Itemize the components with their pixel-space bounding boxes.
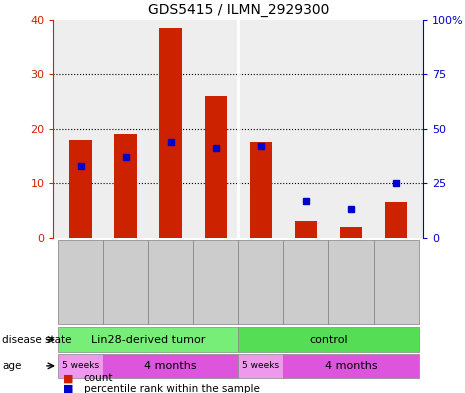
Bar: [159, 28, 182, 238]
Text: age: age: [2, 361, 22, 371]
Text: 5 weeks: 5 weeks: [242, 362, 279, 370]
Text: 5 weeks: 5 weeks: [62, 362, 99, 370]
Bar: [295, 221, 317, 238]
Text: 4 months: 4 months: [144, 361, 197, 371]
Bar: [69, 140, 92, 238]
Bar: [250, 142, 272, 238]
Title: GDS5415 / ILMN_2929300: GDS5415 / ILMN_2929300: [147, 3, 329, 17]
Bar: [205, 96, 227, 238]
Text: count: count: [84, 373, 113, 384]
Bar: [340, 227, 362, 238]
Text: disease state: disease state: [2, 334, 72, 345]
Text: 4 months: 4 months: [325, 361, 377, 371]
Text: ■: ■: [63, 373, 73, 384]
Bar: [114, 134, 137, 238]
Text: Lin28-derived tumor: Lin28-derived tumor: [91, 334, 206, 345]
Text: control: control: [309, 334, 348, 345]
Text: ■: ■: [63, 384, 73, 393]
Text: percentile rank within the sample: percentile rank within the sample: [84, 384, 259, 393]
Bar: [385, 202, 407, 238]
